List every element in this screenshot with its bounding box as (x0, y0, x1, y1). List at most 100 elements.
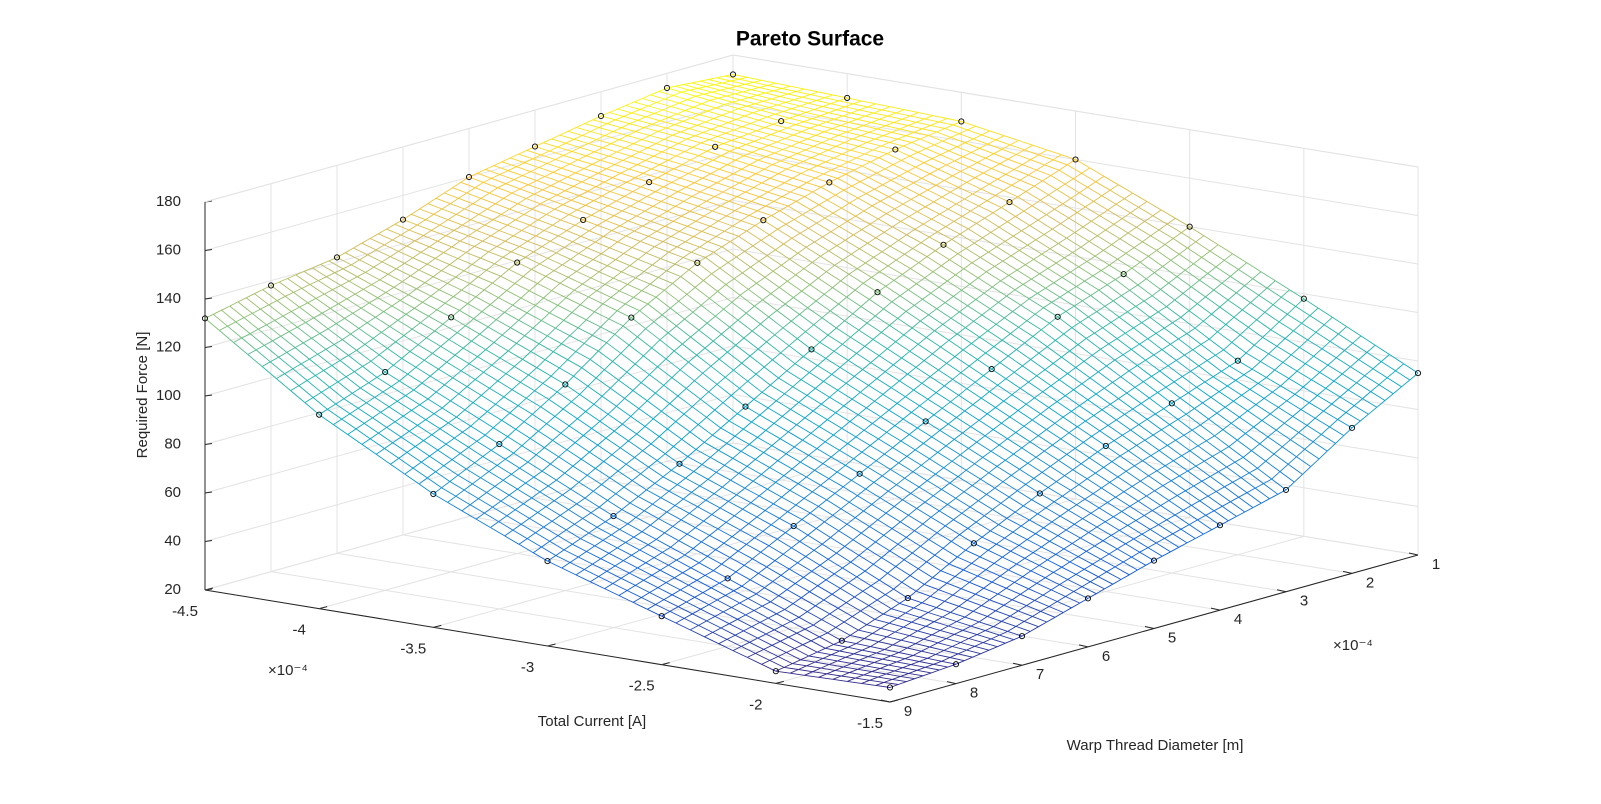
mesh-line (633, 290, 643, 298)
mesh-line (1111, 238, 1121, 245)
mesh-line (541, 463, 551, 472)
mesh-line (1095, 467, 1104, 474)
mesh-line (896, 396, 906, 404)
mesh-line (534, 297, 544, 306)
mesh-line (1122, 556, 1132, 563)
mesh-line (1321, 341, 1331, 350)
mesh-line (846, 131, 861, 137)
mesh-line (677, 388, 687, 397)
mesh-line (1193, 480, 1203, 487)
mesh-line (1058, 373, 1068, 381)
mesh-line (580, 230, 590, 237)
mesh-line (698, 555, 708, 564)
mesh-line (505, 179, 515, 185)
mesh-line (962, 432, 977, 443)
mesh-line (526, 532, 536, 539)
mesh-line (773, 416, 783, 424)
mesh-line (795, 121, 804, 126)
mesh-line (435, 192, 445, 199)
mesh-line (486, 263, 495, 271)
mesh-line (871, 497, 881, 505)
mesh-line (898, 681, 907, 685)
mesh-line (361, 238, 371, 244)
mesh-line (1160, 500, 1170, 506)
mesh-line (614, 560, 624, 567)
mesh-line (834, 666, 844, 671)
mesh-line (1151, 295, 1167, 307)
mesh-line (603, 235, 618, 243)
mesh-line (1149, 392, 1158, 399)
mesh-line (1152, 209, 1162, 217)
mesh-line (655, 143, 671, 149)
mesh-line (1041, 472, 1057, 482)
mesh-line (900, 434, 910, 442)
mesh-line (729, 550, 739, 558)
mesh-line (960, 581, 970, 590)
mesh-line (965, 248, 981, 258)
mesh-line (837, 177, 853, 187)
mesh-line (659, 564, 669, 571)
mesh-line (862, 369, 878, 379)
mesh-line (1106, 566, 1116, 573)
mesh-line (1010, 326, 1019, 334)
mesh-line (372, 332, 382, 339)
mesh-line (1125, 253, 1141, 263)
mesh-line (501, 157, 511, 163)
mesh-line (1129, 569, 1138, 576)
mesh-line (516, 256, 526, 263)
mesh-line (468, 230, 477, 237)
mesh-line (739, 288, 749, 296)
mesh-line (1055, 340, 1070, 352)
mesh-line (543, 224, 553, 231)
mesh-line (1106, 365, 1122, 378)
mesh-line (786, 363, 796, 372)
mesh-line (756, 276, 766, 284)
mesh-line (351, 387, 361, 394)
mesh-line (1097, 451, 1113, 462)
mesh-line (1101, 195, 1117, 205)
mesh-line (738, 105, 747, 110)
mesh-line (896, 658, 906, 663)
mesh-line (1263, 478, 1272, 484)
mesh-line (1035, 239, 1051, 250)
mesh-line (941, 401, 951, 409)
grid-line (270, 571, 957, 685)
mesh-line (635, 127, 645, 133)
mesh-line (935, 392, 951, 403)
mesh-line (261, 361, 271, 367)
mesh-line (469, 276, 479, 284)
mesh-line (732, 101, 747, 107)
mesh-line (735, 118, 751, 124)
mesh-line (682, 164, 697, 170)
mesh-line (898, 175, 914, 184)
mesh-line (483, 282, 493, 291)
mesh-line (824, 97, 839, 102)
mesh-line (912, 464, 922, 473)
mesh-line (1019, 381, 1029, 389)
mesh-line (1065, 591, 1074, 597)
mesh-line (513, 179, 529, 186)
mesh-line (761, 659, 770, 665)
mesh-line (1261, 498, 1270, 504)
mesh-line (633, 225, 643, 232)
mesh-line (978, 616, 988, 623)
mesh-line (1197, 303, 1212, 315)
mesh-line (774, 152, 789, 158)
mesh-line (714, 196, 729, 202)
mesh-line (1226, 466, 1242, 478)
mesh-line (556, 472, 565, 481)
mesh-line (905, 135, 921, 140)
mesh-line (1170, 546, 1180, 553)
mesh-line (1401, 379, 1411, 388)
mesh-line (771, 438, 781, 446)
mesh-line (615, 259, 630, 267)
mesh-line (576, 265, 585, 272)
mesh-line (1092, 487, 1102, 494)
mesh-line (848, 360, 863, 370)
mesh-line (1067, 286, 1077, 293)
mesh-line (950, 311, 960, 319)
mesh-line (883, 226, 893, 233)
mesh-line (912, 248, 928, 257)
mesh-line (517, 397, 527, 406)
mesh-line (629, 265, 645, 272)
